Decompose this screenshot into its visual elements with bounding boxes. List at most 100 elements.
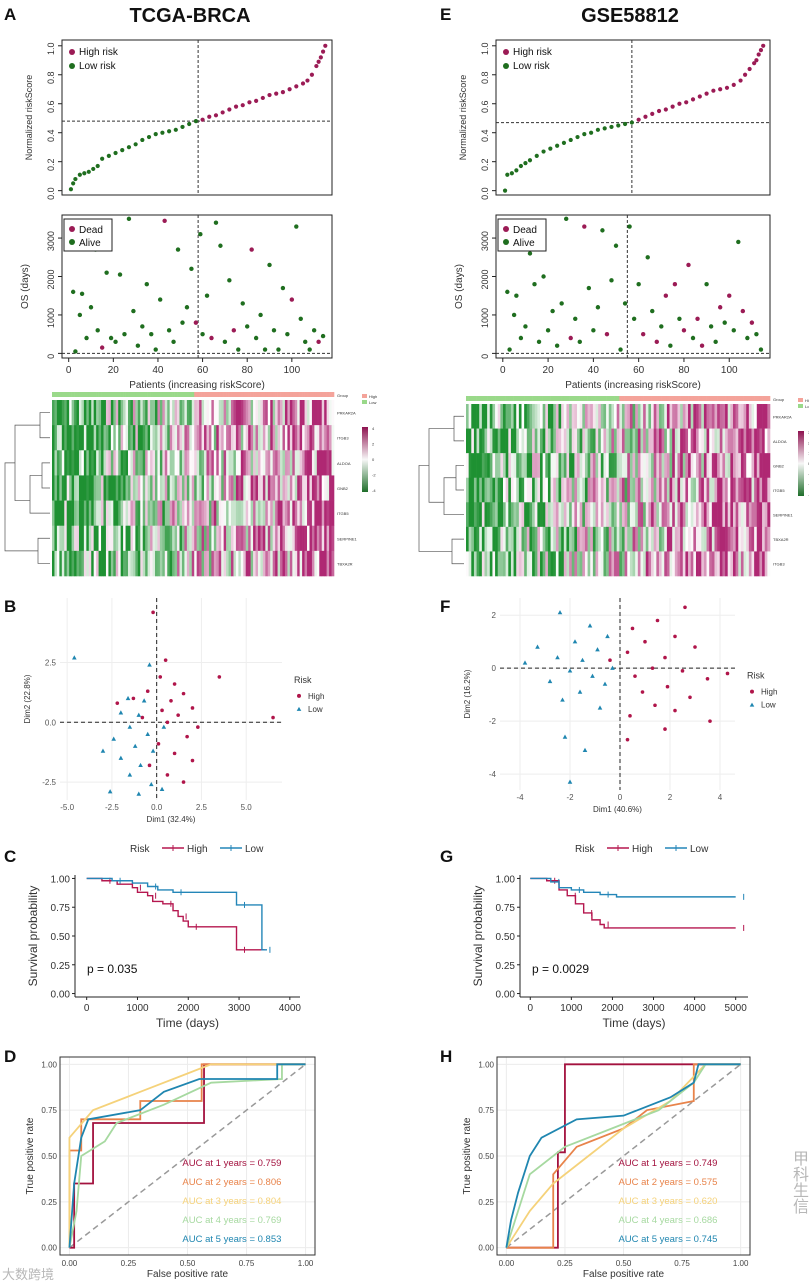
heatmap-cell <box>132 400 136 426</box>
heatmap-cell <box>250 425 254 451</box>
group-bar-cell <box>698 396 702 401</box>
alive-point <box>307 347 312 352</box>
heatmap-cell <box>640 502 644 528</box>
low-risk-point <box>575 134 580 140</box>
heatmap-cell <box>245 500 249 527</box>
alive-point <box>166 328 172 333</box>
y-axis-label: OS (days) <box>20 264 31 309</box>
group-bar-cell <box>719 396 723 401</box>
heatmap-cell <box>550 526 554 552</box>
heatmap-cell <box>473 502 477 528</box>
heatmap-cell <box>52 400 55 426</box>
heatmap-cell <box>103 525 107 552</box>
heatmap-cell <box>76 450 80 476</box>
heatmap-cell <box>547 453 551 479</box>
heatmap-cell <box>277 475 281 501</box>
heatmap-cell <box>553 526 557 552</box>
heatmap-cell <box>74 425 77 451</box>
color-scale <box>798 431 804 496</box>
panel-letter: C <box>4 847 16 866</box>
heatmap-cell <box>656 453 660 479</box>
heatmap-cell <box>201 475 205 501</box>
alive-point <box>79 291 85 297</box>
low-risk-point <box>180 124 185 130</box>
heatmap-cell <box>218 525 222 552</box>
high-risk-point <box>663 107 668 112</box>
heatmap-cell <box>130 475 134 501</box>
group-bar-cell <box>123 392 126 397</box>
heatmap-cell <box>302 500 305 527</box>
heatmap-cell <box>582 404 586 429</box>
heatmap-cell <box>550 453 554 479</box>
heatmap-cell <box>481 404 485 429</box>
heatmap-cell <box>113 525 117 552</box>
heatmap-cell <box>243 475 247 501</box>
group-bar-cell <box>140 392 144 397</box>
heatmap-cell <box>294 525 298 552</box>
heatmap-cell <box>125 400 129 426</box>
high-risk-point <box>643 114 648 119</box>
alive-point <box>618 347 623 352</box>
group-bar-cell <box>54 392 58 397</box>
heatmap-cell <box>532 526 536 552</box>
heatmap-cell <box>125 425 129 451</box>
heatmap-cell <box>481 428 485 454</box>
heatmap-cell <box>524 428 528 454</box>
heatmap-cell <box>243 400 247 426</box>
heatmap-cell <box>703 526 707 552</box>
heatmap-cell <box>503 477 506 503</box>
heatmap-cell <box>147 425 151 451</box>
group-bar-cell <box>727 396 731 401</box>
heatmap-cell <box>614 526 617 552</box>
low-risk-point <box>127 772 133 777</box>
x-tick-label: -2.5 <box>105 803 119 812</box>
heatmap-cell <box>196 425 200 451</box>
high-risk-point <box>280 90 286 95</box>
heatmap-cell <box>635 526 639 552</box>
heatmap-cell <box>473 526 477 552</box>
heatmap-cell <box>83 425 87 451</box>
p-value: p = 0.0029 <box>532 962 589 976</box>
low-risk-point <box>561 140 567 145</box>
group-bar-cell <box>115 392 119 397</box>
heatmap-cell <box>510 526 514 552</box>
heatmap-cell <box>260 475 264 501</box>
heatmap-cell <box>698 526 702 552</box>
low-risk-point <box>568 137 573 143</box>
heatmap-cell <box>571 404 575 429</box>
heatmap-cell <box>235 425 239 451</box>
heatmap-cell <box>221 550 224 577</box>
heatmap-cell <box>194 400 197 426</box>
heatmap-cell <box>590 551 594 577</box>
heatmap-cell <box>54 525 58 552</box>
group-bar-cell <box>245 392 249 397</box>
heatmap-cell <box>492 526 496 552</box>
low-risk-point <box>153 132 158 137</box>
low-risk-point <box>120 147 125 153</box>
high-risk-point <box>731 82 736 88</box>
y-axis-label: Dim2 (16.2%) <box>463 669 472 718</box>
group-bar-cell <box>142 392 146 397</box>
heatmap-cell <box>118 425 121 451</box>
heatmap-cell <box>526 404 530 429</box>
heatmap-cell <box>71 475 75 501</box>
heatmap-cell <box>595 428 599 454</box>
low-risk-point <box>138 762 143 768</box>
x-tick-label: 2000 <box>601 1003 624 1014</box>
heatmap-cell <box>233 550 237 577</box>
high-risk-point <box>761 43 766 48</box>
heatmap-cell <box>751 526 755 552</box>
heatmap-cell <box>154 550 158 577</box>
heatmap-cell <box>275 400 278 426</box>
heatmap-cell <box>231 525 234 552</box>
high-risk-point <box>172 682 177 686</box>
heatmap-cell <box>272 500 276 527</box>
group-bar-cell <box>701 396 705 401</box>
heatmap-cell <box>255 425 259 451</box>
heatmap-cell <box>74 450 77 476</box>
heatmap-cell <box>518 404 522 429</box>
heatmap-cell <box>157 475 161 501</box>
low-risk-point <box>555 143 560 148</box>
heatmap-cell <box>66 400 70 426</box>
heatmap-cell <box>545 477 549 503</box>
